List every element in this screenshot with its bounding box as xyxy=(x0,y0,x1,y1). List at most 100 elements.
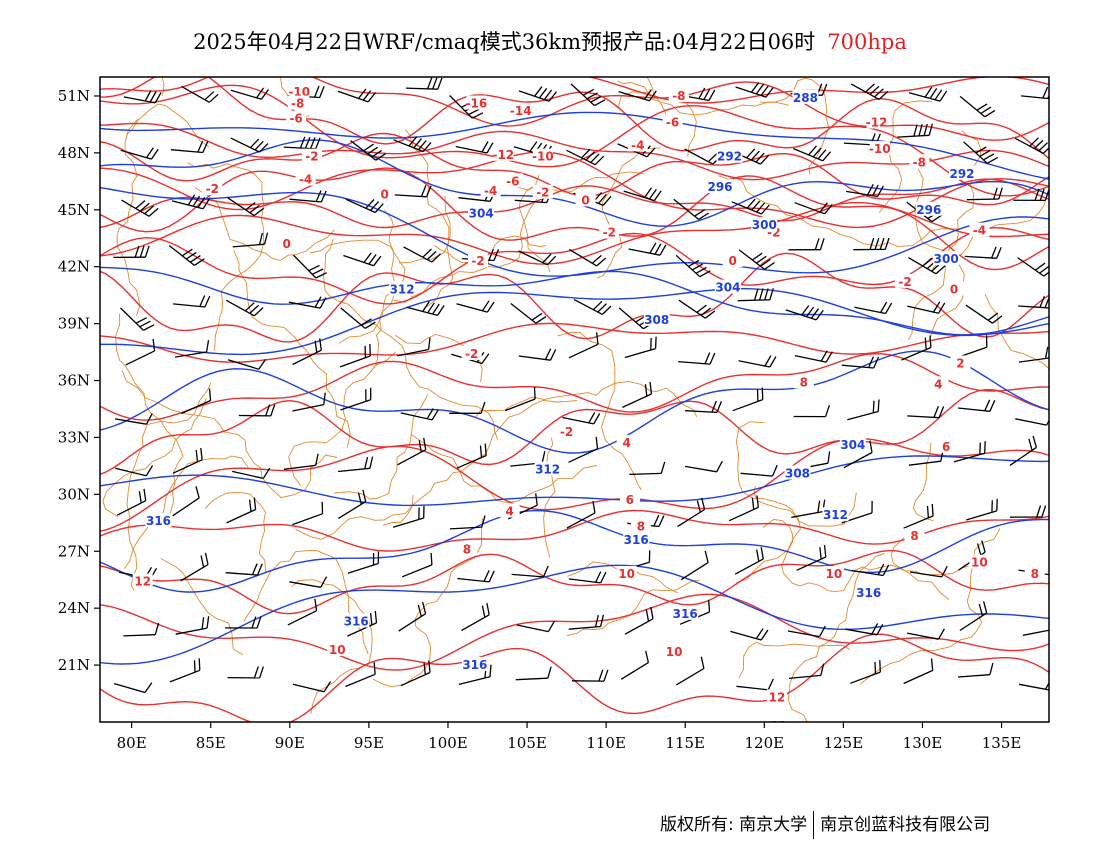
wind-barb xyxy=(623,187,662,202)
wind-barb xyxy=(736,678,774,691)
wind-barb xyxy=(170,140,209,154)
border-line xyxy=(125,103,210,147)
temperature-label-bg xyxy=(286,110,307,125)
wind-barb xyxy=(225,563,263,576)
temperature-label-bg xyxy=(904,528,925,543)
border-line xyxy=(123,455,249,570)
temperature-label-bg xyxy=(766,689,787,704)
temperature-label-bg xyxy=(202,180,223,195)
temperature-label: 12 xyxy=(134,575,151,589)
wind-barb xyxy=(677,497,706,528)
wind-barb xyxy=(684,460,723,473)
wind-barb xyxy=(788,663,825,680)
height-label: 304 xyxy=(840,438,865,452)
wind-barb xyxy=(964,246,1002,259)
wind-barb xyxy=(227,197,264,217)
border-line xyxy=(121,370,338,499)
wind-barb xyxy=(406,301,445,317)
border-line xyxy=(194,187,335,261)
wind-barb xyxy=(114,413,153,425)
wind-barb xyxy=(230,137,269,153)
wind-barb xyxy=(732,387,764,412)
temperature-label-bg xyxy=(869,141,890,156)
temperature-label: -4 xyxy=(484,184,497,198)
wind-barb xyxy=(629,461,666,476)
height-label-bg xyxy=(751,216,778,231)
wind-barb xyxy=(1015,418,1049,426)
wind-barb xyxy=(511,565,549,578)
temperature-label-bg xyxy=(630,518,651,533)
lon-tick-label: 135E xyxy=(982,734,1022,752)
temperature-label: -12 xyxy=(492,148,514,162)
wind-barb xyxy=(571,669,609,682)
temperature-contour xyxy=(100,132,1049,206)
temperature-label: 8 xyxy=(463,542,471,556)
wind-barb xyxy=(400,660,431,687)
wind-barb xyxy=(393,136,432,153)
height-label-bg xyxy=(855,585,882,599)
height-label: 296 xyxy=(707,180,732,194)
temperature-contour xyxy=(100,178,1049,229)
wind-barb xyxy=(573,299,612,315)
wind-barb xyxy=(953,441,986,463)
temperature-label: -12 xyxy=(866,116,888,130)
lat-tick-label: 24N xyxy=(58,599,90,617)
temperature-label: 10 xyxy=(826,567,843,581)
temperature-label-bg xyxy=(499,503,520,518)
wind-barb xyxy=(172,447,203,474)
temperature-label: -14 xyxy=(510,104,532,118)
border-line xyxy=(233,249,351,448)
lon-tick-label: 110E xyxy=(586,734,626,752)
border-line xyxy=(738,641,851,679)
temperature-contour xyxy=(100,352,1049,421)
wind-barb xyxy=(622,382,653,408)
height-label-bg xyxy=(643,311,670,326)
height-label: 304 xyxy=(469,207,494,221)
height-label: 300 xyxy=(934,252,959,266)
border-line xyxy=(398,129,450,264)
temperature-label-bg xyxy=(532,148,553,163)
height-label-bg xyxy=(468,205,495,220)
height-label-bg xyxy=(716,148,743,163)
temperature-contour xyxy=(100,593,1049,671)
temperature-label: 4 xyxy=(934,377,942,391)
temperature-label-bg xyxy=(823,566,844,581)
lon-tick-label: 90E xyxy=(275,734,305,752)
temperature-label: 4 xyxy=(505,504,513,518)
wind-barb xyxy=(289,576,328,588)
temperature-label-bg xyxy=(575,192,596,207)
wind-barb xyxy=(910,565,948,578)
temperature-label: -2 xyxy=(465,347,478,361)
wind-barb xyxy=(515,666,552,681)
wind-barb xyxy=(405,77,443,90)
height-label: 312 xyxy=(390,282,415,296)
wind-barb xyxy=(568,614,605,630)
temperature-label-bg xyxy=(768,717,789,722)
height-contour xyxy=(100,266,1049,336)
temperature-label-bg xyxy=(532,184,553,199)
temperature-label-bg xyxy=(374,186,395,201)
title-main: 2025年04月22日WRF/cmaq模式36km预报产品:04月22日06时 xyxy=(193,30,816,54)
latitude-axis: 51N 48N 45N 42N 39N 36N 33N 30N 27N 24N 21N xyxy=(58,87,100,674)
lon-tick-label: 80E xyxy=(117,734,147,752)
wind-barb xyxy=(238,404,276,417)
height-label-bg xyxy=(839,437,866,452)
wind-barb xyxy=(1018,346,1049,363)
wind-barbs xyxy=(113,77,1049,694)
temperature-contour xyxy=(100,509,1049,552)
height-label-bg xyxy=(343,613,370,628)
wind-barb xyxy=(618,89,657,102)
height-contour xyxy=(100,139,1049,227)
wind-barb xyxy=(518,348,557,361)
wind-barb xyxy=(397,437,427,466)
temperature-label: -2 xyxy=(603,226,616,240)
wind-barb xyxy=(449,401,486,414)
temperature-labels: -10-8-6-16-14-12 -10-2-4-2-6-4 -20 00-2-2-8… xyxy=(132,84,1045,722)
border-line xyxy=(762,519,950,600)
wind-barb xyxy=(957,662,994,678)
wind-barb xyxy=(392,505,425,528)
height-label: 316 xyxy=(624,533,649,547)
height-label-bg xyxy=(707,179,734,194)
temperature-label-bg xyxy=(866,114,887,129)
